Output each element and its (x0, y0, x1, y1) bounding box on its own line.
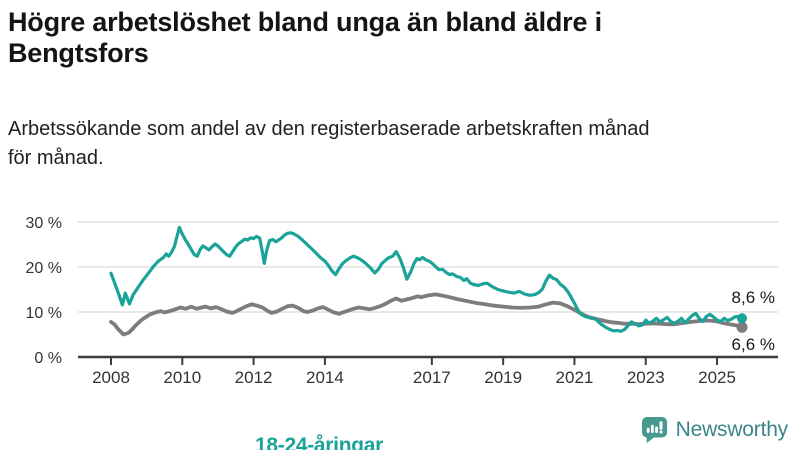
x-axis-label-2025: 2025 (698, 368, 736, 387)
x-axis-label-2008: 2008 (92, 368, 130, 387)
x-axis-label-2012: 2012 (235, 368, 273, 387)
brand-footer[interactable]: Newsworthy (641, 416, 788, 444)
brand-name: Newsworthy (675, 418, 789, 441)
x-axis-label-2010: 2010 (163, 368, 201, 387)
y-axis-label-10: 10 % (26, 305, 62, 322)
end-value-label-youth: 8,6 % (731, 288, 775, 307)
x-axis-label-2017: 2017 (413, 368, 451, 387)
y-axis-label-20: 20 % (26, 260, 62, 277)
x-axis-label-2014: 2014 (306, 368, 344, 387)
chart-svg: 0 % 10 % 20 % 30 % 2008 2010 2012 2014 2017 2019 2… (26, 215, 778, 387)
series-end-dot-total (736, 321, 748, 333)
y-axis-label-0: 0 % (34, 350, 62, 367)
page-title-line-2: Bengtsfors (8, 38, 149, 68)
series-line-total (109, 292, 744, 337)
x-axis-label-2021: 2021 (556, 368, 594, 387)
series-label-youth: 18-24-åringar (255, 434, 383, 450)
page-title: Högre arbetslöshet bland unga än bland ä… (8, 7, 602, 69)
series-end-dot-youth (737, 313, 748, 324)
subtitle: Arbetssökande som andel av den registerb… (8, 115, 650, 173)
x-axis-label-2019: 2019 (484, 368, 522, 387)
end-value-label-total: 6,6 % (731, 335, 775, 354)
x-axis-label-2023: 2023 (627, 368, 665, 387)
y-axis-label-30: 30 % (26, 215, 62, 232)
subtitle-line-2: för månad. (8, 147, 104, 169)
unemployment-line-chart: 0 % 10 % 20 % 30 % 2008 2010 2012 2014 2017 2019 2… (0, 195, 800, 450)
newsworthy-logo-icon (641, 416, 668, 444)
subtitle-line-1: Arbetssökande som andel av den registerb… (8, 118, 650, 140)
series-line-youth (109, 225, 744, 333)
page-title-line-1: Högre arbetslöshet bland unga än bland ä… (8, 7, 602, 37)
